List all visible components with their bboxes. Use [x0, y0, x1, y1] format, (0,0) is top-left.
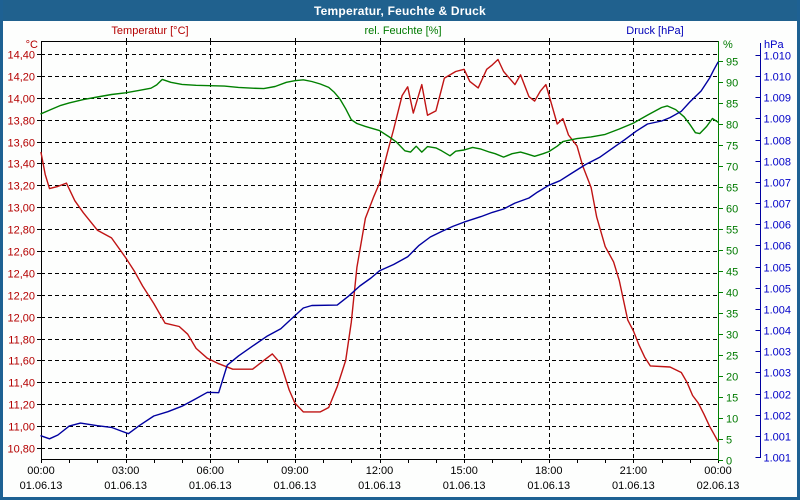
pressure-tick-label: 1.005	[764, 263, 792, 275]
pressure-tick-label: 1.007	[764, 178, 792, 190]
temperature-tick-label: 12,20	[7, 291, 35, 303]
pressure-tick-label: 1.001	[764, 453, 792, 465]
legend-temperature: Temperatur [°C]	[111, 25, 189, 37]
pressure-tick-label: 1.006	[764, 241, 792, 253]
pressure-tick-label: 1.009	[764, 114, 792, 126]
humidity-tick-label: 70	[726, 162, 738, 174]
legend-humidity: rel. Feuchte [%]	[364, 25, 442, 37]
pressure-tick-label: 1.008	[764, 157, 792, 169]
humidity-tick-label: 80	[726, 120, 738, 132]
temperature-tick-label: 12,40	[7, 269, 35, 281]
pressure-tick-label: 1.004	[764, 326, 792, 338]
pressure-tick-label: 1.007	[764, 199, 792, 211]
legend-pressure: Druck [hPa]	[626, 25, 684, 37]
humidity-tick-label: 0	[726, 456, 732, 468]
temperature-tick-label: 11,20	[8, 400, 35, 412]
temperature-tick-label: 11,80	[8, 335, 35, 347]
time-tick-label: 06:00	[196, 465, 224, 477]
date-tick-label: 01.06.13	[527, 480, 570, 492]
pressure-tick-label: 1.001	[764, 432, 792, 444]
temperature-tick-label: 14,00	[7, 94, 35, 106]
humidity-tick-label: 5	[726, 435, 732, 447]
date-tick-label: 01.06.13	[358, 480, 401, 492]
humidity-tick-label: 85	[726, 99, 738, 111]
temperature-tick-label: 13,20	[7, 181, 35, 193]
temperature-tick-label: 13,00	[7, 203, 35, 215]
date-tick-label: 01.06.13	[273, 480, 316, 492]
pressure-tick-label: 1.009	[764, 93, 792, 105]
time-tick-label: 00:00	[704, 465, 732, 477]
pressure-tick-label: 1.003	[764, 347, 792, 359]
pressure-tick-label: 1.003	[764, 368, 792, 380]
temperature-tick-label: 11,00	[8, 422, 35, 434]
time-tick-label: 21:00	[620, 465, 648, 477]
time-tick-label: 18:00	[535, 465, 563, 477]
time-tick-label: 00:00	[27, 465, 55, 477]
curve-rel-feuchte	[40, 78, 719, 158]
date-tick-label: 01.06.13	[104, 480, 147, 492]
temperature-tick-label: 14,40	[7, 50, 35, 62]
time-tick-label: 09:00	[281, 465, 309, 477]
humidity-tick-label: 35	[726, 309, 738, 321]
humidity-tick-label: 60	[726, 204, 738, 216]
pressure-tick-label: 1.006	[764, 220, 792, 232]
temperature-tick-label: 10,80	[7, 444, 35, 456]
humidity-tick-label: 20	[726, 372, 738, 384]
temperature-tick-label: 11,40	[8, 378, 35, 390]
pressure-tick-label: 1.010	[764, 51, 792, 63]
time-tick-label: 12:00	[366, 465, 394, 477]
curve-temperatur	[40, 58, 719, 443]
humidity-tick-label: 15	[726, 393, 738, 405]
date-tick-label: 01.06.13	[612, 480, 655, 492]
pressure-axis-unit: hPa	[764, 39, 784, 51]
humidity-axis-unit: %	[723, 39, 733, 51]
temperature-tick-label: 11,60	[8, 356, 35, 368]
temperature-axis-unit: °C	[25, 39, 38, 51]
date-tick-label: 02.06.13	[697, 480, 740, 492]
time-tick-label: 03:00	[112, 465, 140, 477]
window-title-bar: Temperatur, Feuchte & Druck	[3, 0, 797, 21]
humidity-tick-label: 55	[726, 225, 738, 237]
pressure-tick-label: 1.010	[764, 72, 792, 84]
humidity-tick-label: 25	[726, 351, 738, 363]
pressure-tick-label: 1.005	[764, 284, 792, 296]
temperature-tick-label: 12,60	[7, 247, 35, 259]
humidity-tick-label: 30	[726, 330, 738, 342]
pressure-tick-label: 1.004	[764, 305, 792, 317]
humidity-tick-label: 50	[726, 246, 738, 258]
temperature-tick-label: 12,00	[7, 313, 35, 325]
temperature-tick-label: 13,40	[7, 159, 35, 171]
date-tick-label: 01.06.13	[189, 480, 232, 492]
chart-svg: 14,40 14,20 14,00 13,80 13,60 13,40 13,20 13,00…	[7, 38, 792, 492]
temperature-tick-label: 13,80	[7, 116, 35, 128]
time-tick-label: 15:00	[450, 465, 478, 477]
temperature-tick-label: 13,60	[7, 138, 35, 150]
humidity-tick-label: 95	[726, 57, 738, 69]
date-tick-label: 01.06.13	[443, 480, 486, 492]
humidity-tick-label: 65	[726, 183, 738, 195]
humidity-tick-label: 40	[726, 288, 738, 300]
pressure-tick-label: 1.002	[764, 411, 792, 423]
temperature-tick-label: 12,80	[7, 225, 35, 237]
date-tick-label: 01.06.13	[20, 480, 63, 492]
temperature-tick-label: 14,20	[7, 72, 35, 84]
humidity-tick-label: 90	[726, 78, 738, 90]
humidity-tick-label: 75	[726, 141, 738, 153]
curve-druck	[40, 61, 719, 440]
window-title: Temperatur, Feuchte & Druck	[314, 3, 486, 18]
humidity-tick-label: 45	[726, 267, 738, 279]
pressure-tick-label: 1.008	[764, 136, 792, 148]
humidity-tick-label: 10	[726, 414, 738, 426]
pressure-tick-label: 1.002	[764, 390, 792, 402]
